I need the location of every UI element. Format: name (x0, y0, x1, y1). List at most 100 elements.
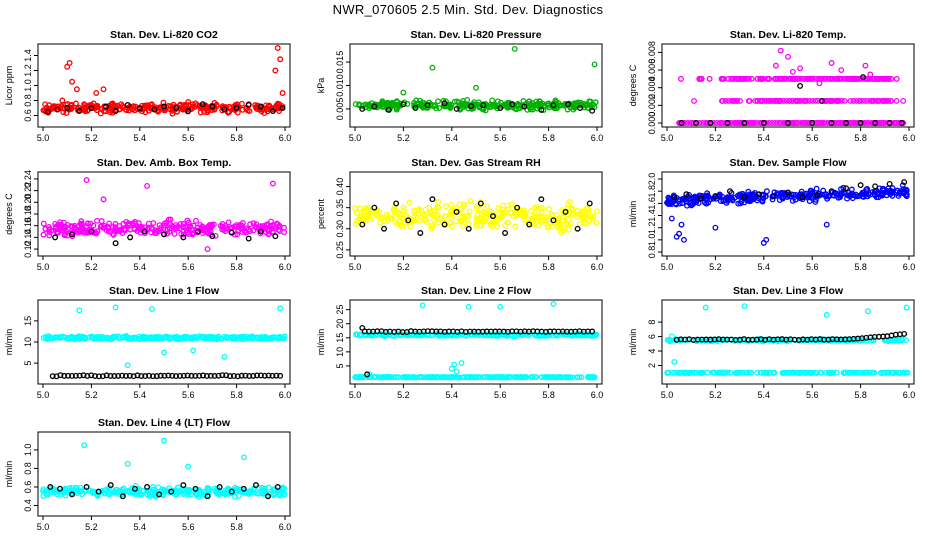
data-point (740, 75, 746, 82)
x-tick-label: 6.0 (591, 262, 604, 272)
data-point (766, 75, 773, 82)
data-point (448, 209, 455, 216)
data-point (397, 222, 404, 229)
reference-point (173, 373, 180, 380)
data-point (828, 60, 835, 66)
data-point (166, 488, 173, 495)
data-point (550, 219, 557, 226)
data-point (567, 101, 574, 108)
data-point (75, 229, 82, 236)
data-point (821, 97, 828, 104)
reference-point (215, 372, 222, 379)
data-point (676, 120, 683, 126)
data-point (467, 197, 474, 204)
data-point (109, 230, 116, 237)
reference-point (47, 484, 54, 490)
data-point (411, 102, 418, 108)
data-point (543, 332, 550, 339)
data-point (365, 101, 372, 108)
data-point (903, 369, 910, 376)
reference-point (574, 225, 581, 232)
data-point (835, 97, 842, 104)
data-point (713, 120, 720, 126)
data-point (813, 185, 820, 192)
plot-frame (349, 299, 603, 385)
data-point (879, 120, 886, 126)
reference-point (272, 233, 279, 240)
data-point (895, 193, 902, 199)
x-tick-label: 5.0 (37, 390, 50, 400)
reference-point (814, 191, 820, 198)
data-point (184, 491, 191, 498)
y-tick-label: 0.25 (335, 241, 345, 259)
data-point (882, 369, 889, 376)
data-point (165, 216, 172, 223)
y-tick-label: 1.2 (23, 64, 33, 77)
data-point (253, 221, 260, 228)
data-point (180, 490, 187, 497)
data-point (240, 454, 247, 461)
data-point (72, 100, 79, 107)
data-point (214, 334, 221, 341)
data-point (824, 75, 831, 82)
y-tick-label: 1.0 (647, 234, 657, 247)
data-point (402, 218, 409, 225)
reference-point (453, 105, 460, 112)
data-point (500, 206, 506, 213)
data-point (538, 205, 545, 211)
reference-point (136, 105, 143, 111)
data-point (516, 374, 523, 381)
data-point (94, 228, 101, 235)
reference-point (257, 228, 264, 235)
reference-point (843, 185, 850, 192)
data-point (225, 219, 232, 226)
data-point (221, 333, 228, 340)
data-point (215, 489, 222, 496)
data-point (845, 189, 852, 196)
data-point (90, 222, 97, 229)
data-point (864, 308, 871, 315)
data-point (238, 100, 245, 107)
data-point (879, 97, 886, 104)
data-point (763, 236, 770, 243)
data-point (511, 45, 518, 52)
data-point (42, 101, 49, 108)
reference-point (88, 105, 95, 111)
reference-point (219, 372, 226, 379)
data-point (239, 106, 246, 113)
data-point (859, 97, 866, 104)
y-axis-label: Licor ppm (4, 66, 14, 106)
data-point (216, 490, 223, 497)
data-point (584, 220, 591, 227)
x-tick-label: 5.6 (494, 390, 507, 400)
plot-frame (661, 43, 915, 128)
data-point (676, 230, 683, 237)
data-point (275, 491, 282, 498)
data-point (757, 75, 764, 82)
x-tick-label: 5.2 (85, 522, 98, 532)
data-point (383, 331, 389, 338)
data-point (777, 75, 784, 82)
y-tick-label: 25 (335, 305, 345, 315)
data-point (450, 374, 457, 381)
data-point (269, 228, 276, 235)
x-tick-label: 5.6 (494, 133, 507, 143)
data-point (853, 337, 860, 343)
reference-point (146, 372, 153, 379)
data-point (269, 180, 276, 187)
reference-point (371, 204, 378, 211)
plot-title: Stan. Dev. Line 2 Flow (421, 285, 532, 297)
data-point (497, 303, 504, 310)
x-tick-label: 5.0 (349, 390, 362, 400)
data-point (838, 75, 845, 82)
reference-point (250, 372, 257, 379)
data-point (60, 109, 67, 116)
x-tick-label: 5.4 (446, 390, 459, 400)
points-layer (664, 179, 910, 246)
data-point (551, 105, 558, 112)
reference-point (424, 102, 431, 109)
data-point (367, 216, 374, 223)
data-point (79, 491, 86, 498)
data-point (375, 332, 382, 338)
reference-point (693, 120, 699, 126)
